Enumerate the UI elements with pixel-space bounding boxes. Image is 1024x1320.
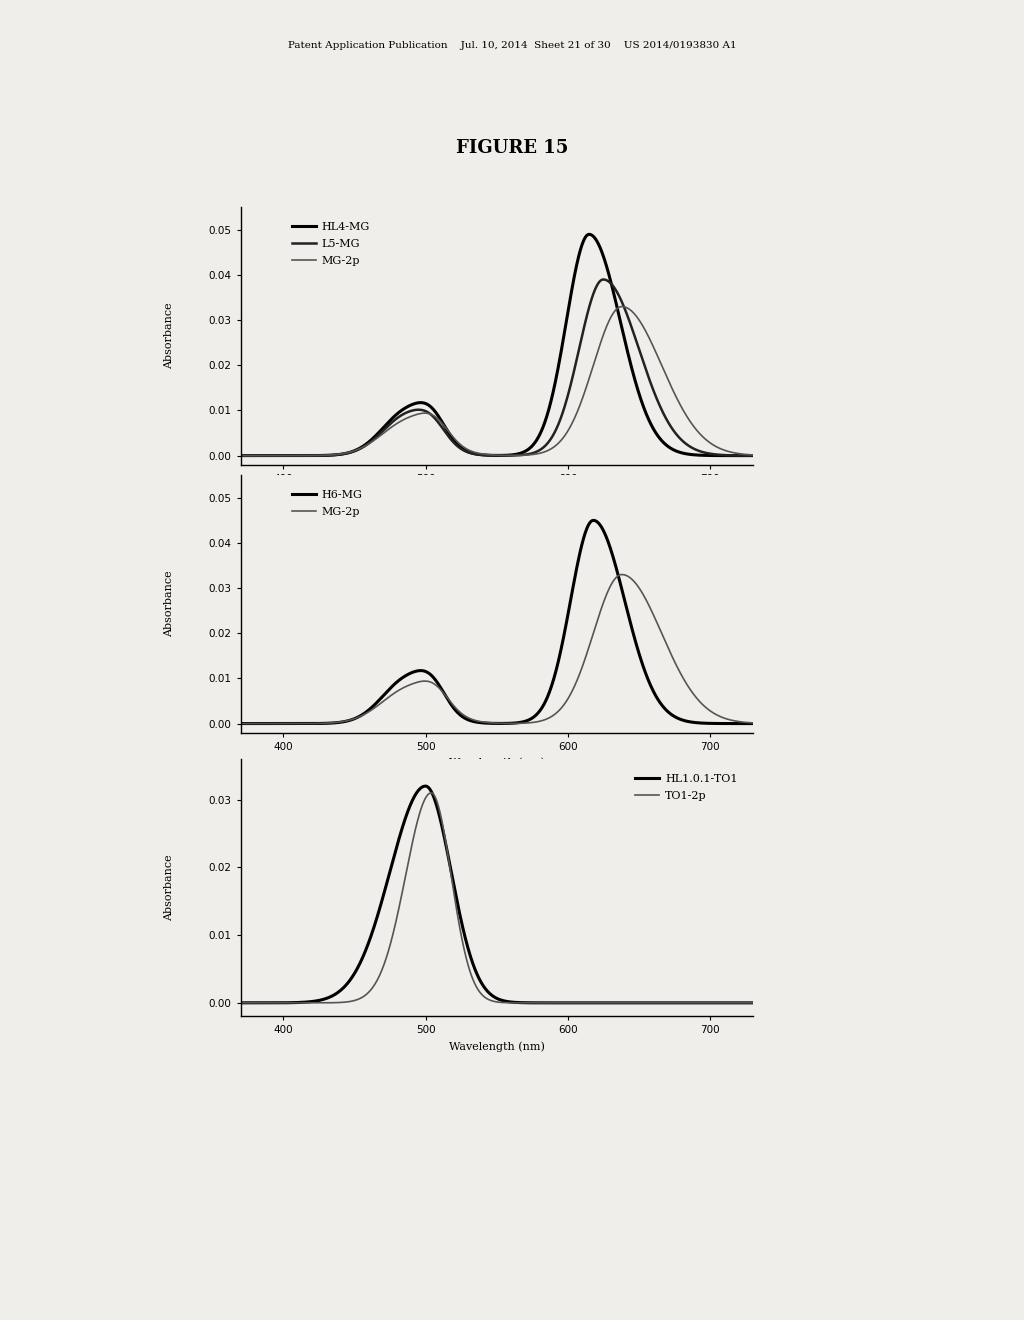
Y-axis label: Absorbance: Absorbance: [164, 854, 174, 921]
Text: Patent Application Publication    Jul. 10, 2014  Sheet 21 of 30    US 2014/01938: Patent Application Publication Jul. 10, …: [288, 41, 736, 50]
X-axis label: Wavelength (nm): Wavelength (nm): [449, 490, 545, 500]
X-axis label: Wavelength (nm): Wavelength (nm): [449, 1041, 545, 1052]
Legend: HL1.0.1-TO1, TO1-2p: HL1.0.1-TO1, TO1-2p: [631, 770, 742, 805]
X-axis label: Wavelength (nm): Wavelength (nm): [449, 758, 545, 768]
Legend: H6-MG, MG-2p: H6-MG, MG-2p: [287, 486, 367, 521]
Legend: HL4-MG, L5-MG, MG-2p: HL4-MG, L5-MG, MG-2p: [287, 218, 375, 271]
Y-axis label: Absorbance: Absorbance: [164, 570, 174, 638]
Text: FIGURE 15: FIGURE 15: [456, 139, 568, 157]
Y-axis label: Absorbance: Absorbance: [164, 302, 174, 370]
